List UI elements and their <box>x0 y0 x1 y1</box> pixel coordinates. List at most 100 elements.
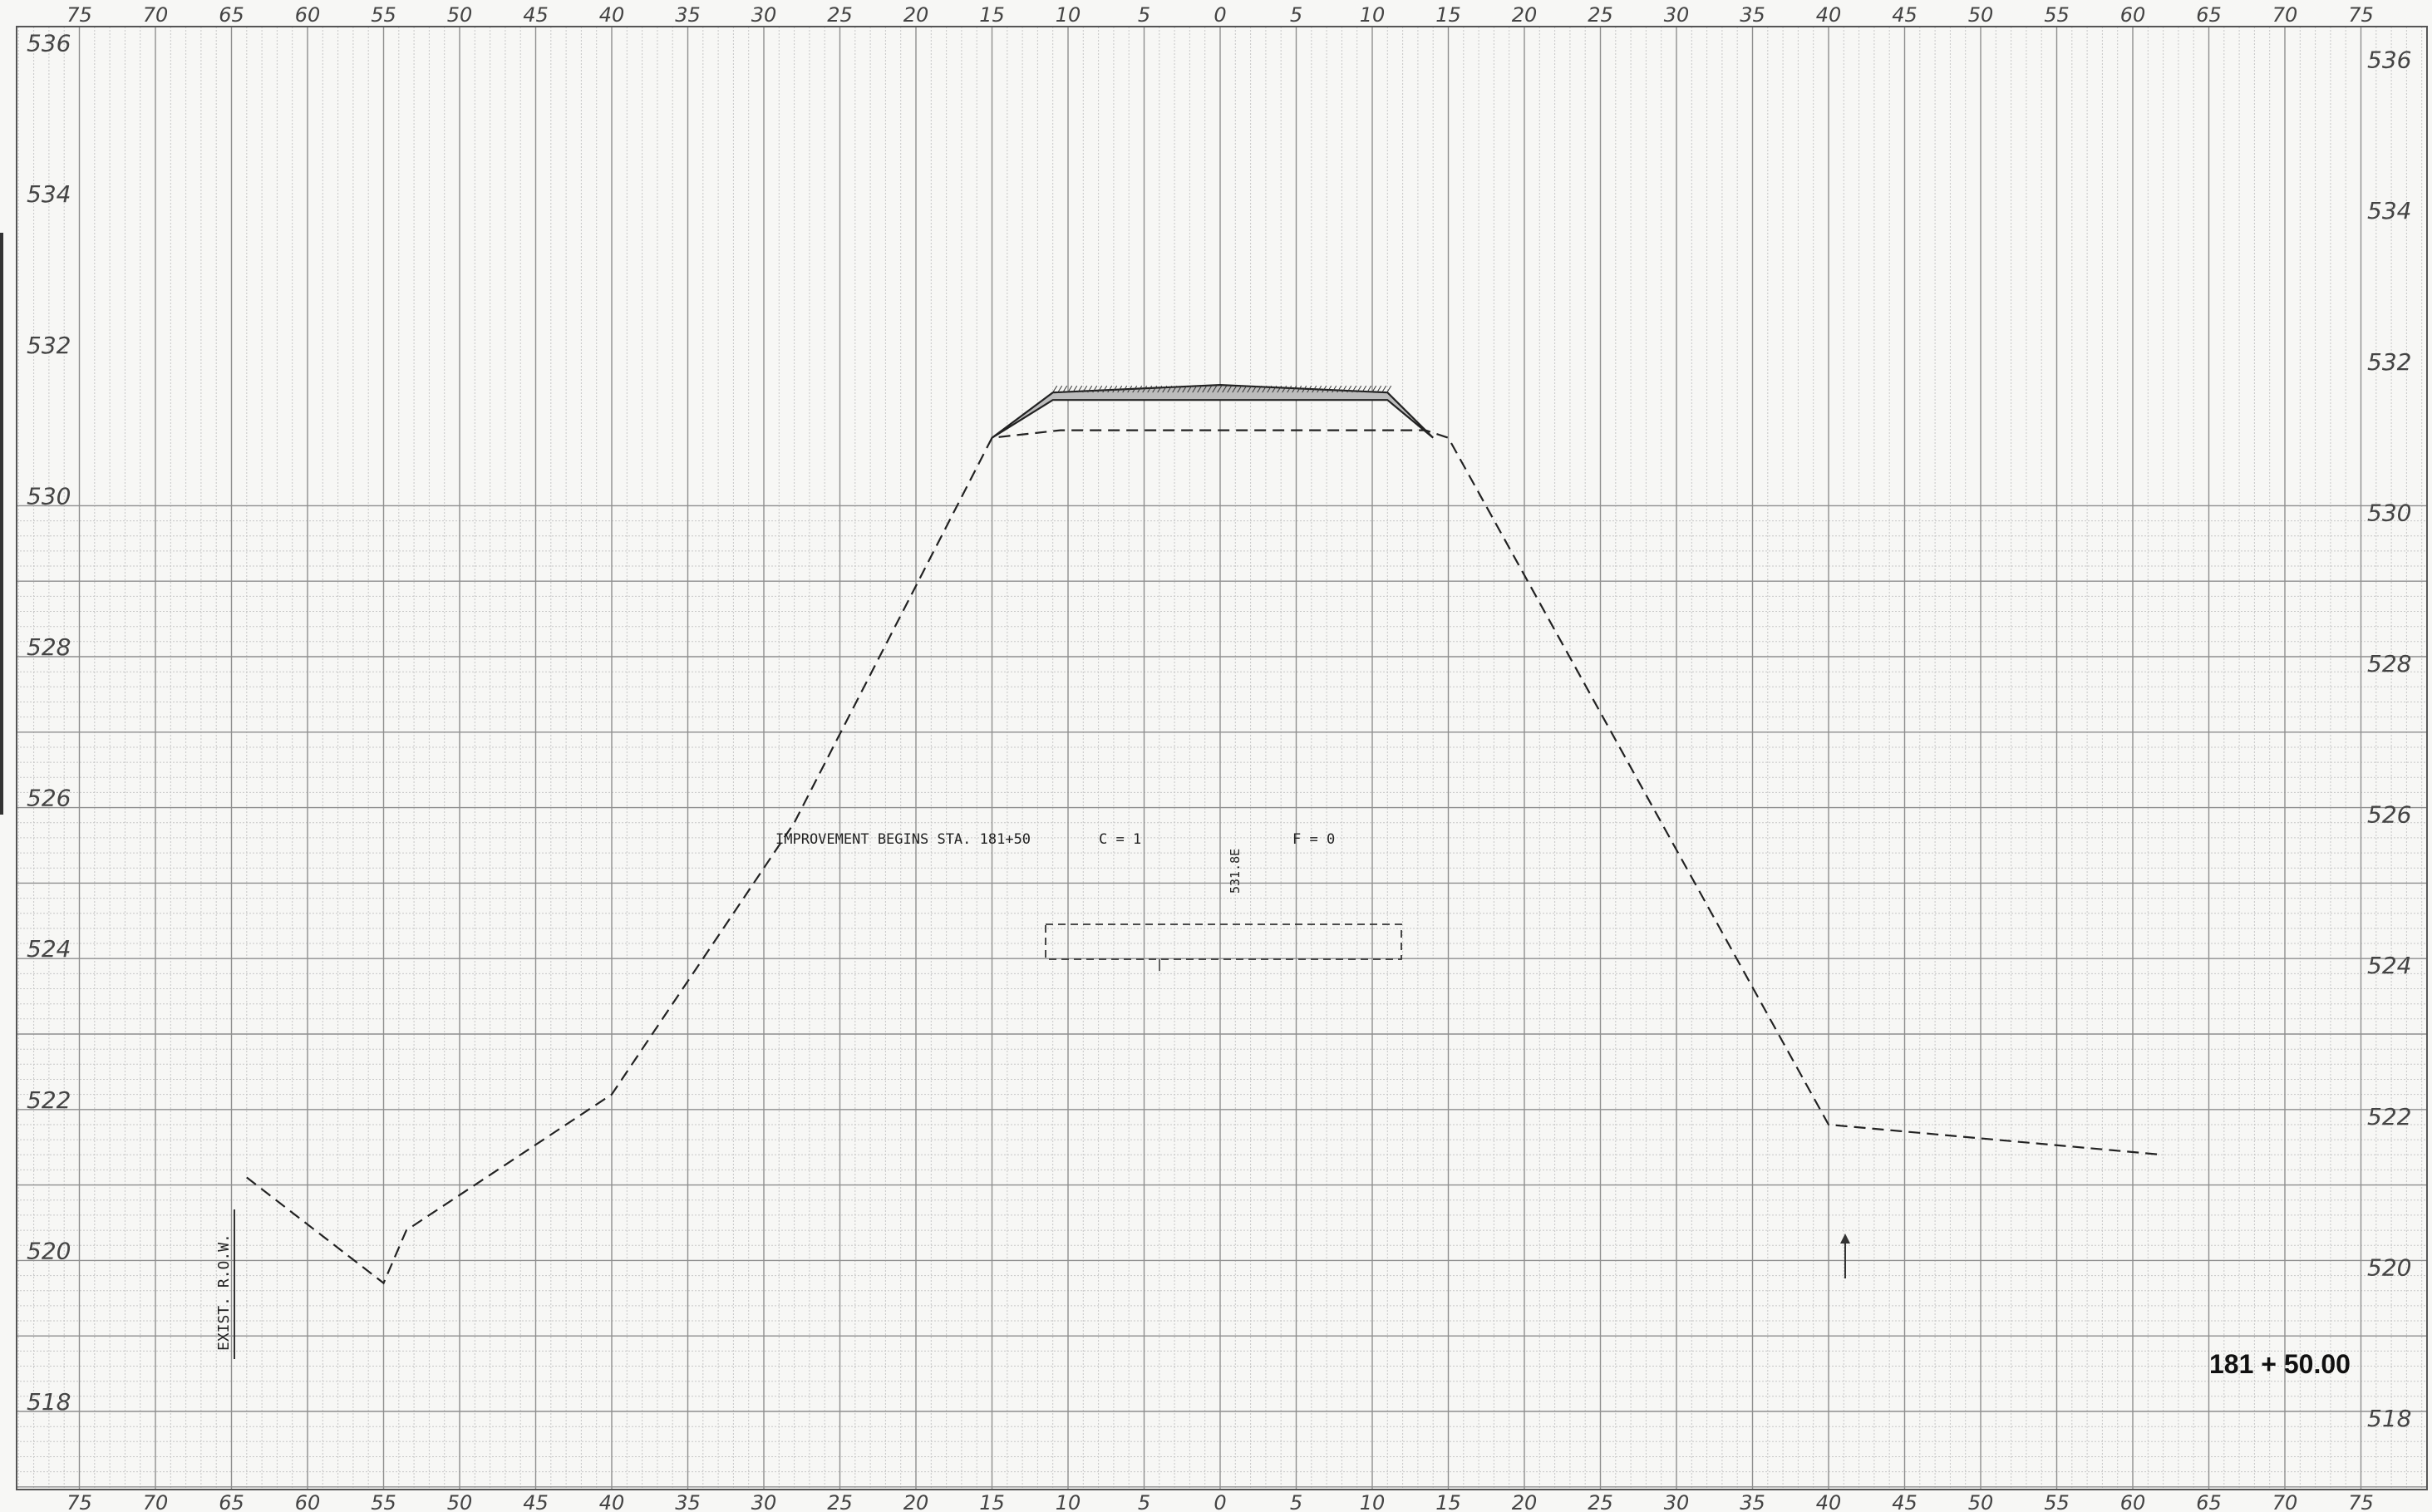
offset-label-top: 15 <box>979 3 1005 27</box>
elevation-label-left: 530 <box>27 482 71 510</box>
elevation-label-left: 536 <box>27 30 71 57</box>
elevation-label-left: 528 <box>27 633 71 661</box>
offset-label-bottom: 55 <box>371 1491 396 1512</box>
elevation-label-right: 528 <box>2367 650 2411 677</box>
grade-elevation-label: 531.8E <box>1228 849 1243 894</box>
offset-label-top: 75 <box>66 3 92 27</box>
offset-label-top: 60 <box>2120 3 2146 27</box>
elevation-labels-left: 536 534 532 530 528 526 524 522 520 518 <box>27 30 71 1416</box>
offset-label-bottom: 75 <box>2348 1491 2374 1512</box>
offset-label-top: 35 <box>1740 3 1765 27</box>
offset-label-bottom: 20 <box>1512 1491 1538 1512</box>
offset-label-bottom: 5 <box>1290 1491 1302 1512</box>
offset-label-top: 5 <box>1138 3 1150 27</box>
elevation-label-left: 522 <box>27 1086 71 1114</box>
station-title: 181 + 50.00 <box>2209 1349 2351 1379</box>
offset-label-top: 5 <box>1290 3 1302 27</box>
offset-label-bottom: 40 <box>1816 1491 1842 1512</box>
offset-labels-top: 75 70 65 60 55 50 45 40 35 30 25 20 15 10 5 0 5 10 15 20 25 3… <box>66 3 2374 27</box>
elevation-label-right: 518 <box>2367 1405 2411 1432</box>
offset-label-top: 30 <box>1664 3 1690 27</box>
elevation-label-left: 524 <box>27 935 71 963</box>
offset-labels-bottom: 75 70 65 60 55 50 45 40 35 30 25 20 15 10 5 0 5 10 15 20 25 3… <box>66 1491 2374 1512</box>
offset-label-bottom: 30 <box>1664 1491 1690 1512</box>
offset-label-bottom: 20 <box>903 1491 929 1512</box>
offset-label-bottom: 40 <box>599 1491 625 1512</box>
elevation-label-right: 536 <box>2367 47 2411 74</box>
offset-label-top: 35 <box>675 3 701 27</box>
offset-label-top: 50 <box>1968 3 1994 27</box>
offset-label-bottom: 70 <box>2272 1491 2298 1512</box>
offset-label-bottom: 30 <box>751 1491 777 1512</box>
elevation-label-right: 522 <box>2367 1103 2411 1130</box>
elevation-label-right: 520 <box>2367 1253 2411 1281</box>
offset-label-top: 55 <box>2044 3 2070 27</box>
subgrade-box <box>1045 923 1402 960</box>
pavement-hatch <box>1052 385 1392 393</box>
offset-label-bottom: 45 <box>1892 1491 1918 1512</box>
offset-label-top: 45 <box>1892 3 1918 27</box>
elevation-label-right: 534 <box>2367 197 2411 224</box>
elevation-label-left: 526 <box>27 785 71 812</box>
elevation-label-left: 532 <box>27 332 71 359</box>
fill-note: F = 0 <box>1292 831 1335 848</box>
offset-label-bottom: 25 <box>827 1491 853 1512</box>
offset-label-top: 65 <box>219 3 244 27</box>
offset-label-top: 20 <box>903 3 929 27</box>
offset-label-bottom: 50 <box>1968 1491 1994 1512</box>
elevation-label-right: 526 <box>2367 801 2411 829</box>
offset-label-bottom: 15 <box>1435 1491 1461 1512</box>
offset-label-top: 15 <box>1435 3 1461 27</box>
elevation-label-right: 530 <box>2367 499 2411 526</box>
improvement-note: IMPROVEMENT BEGINS STA. 181+50 <box>775 831 1031 848</box>
offset-label-top: 60 <box>295 3 321 27</box>
offset-label-top: 55 <box>371 3 396 27</box>
offset-label-bottom: 15 <box>979 1491 1005 1512</box>
grid-major <box>17 27 2427 1490</box>
elevation-labels-right: 536 534 532 530 528 526 524 522 520 518 <box>2367 47 2411 1432</box>
offset-label-bottom: 50 <box>447 1491 473 1512</box>
elevation-label-left: 534 <box>27 180 71 208</box>
offset-label-bottom: 60 <box>2120 1491 2146 1512</box>
offset-label-bottom: 10 <box>1360 1491 1386 1512</box>
offset-label-bottom: 45 <box>523 1491 549 1512</box>
offset-label-top: 20 <box>1512 3 1538 27</box>
offset-label-bottom: 10 <box>1056 1491 1081 1512</box>
offset-label-bottom: 0 <box>1214 1491 1226 1512</box>
offset-label-top: 50 <box>447 3 473 27</box>
elevation-label-left: 520 <box>27 1237 71 1264</box>
offset-label-top: 45 <box>523 3 549 27</box>
offset-label-top: 65 <box>2196 3 2222 27</box>
offset-label-top: 70 <box>2272 3 2298 27</box>
offset-label-top: 30 <box>751 3 777 27</box>
offset-label-top: 40 <box>1816 3 1842 27</box>
offset-label-bottom: 60 <box>295 1491 321 1512</box>
offset-label-bottom: 5 <box>1138 1491 1150 1512</box>
offset-label-top: 70 <box>143 3 169 27</box>
elevation-label-right: 532 <box>2367 348 2411 376</box>
offset-label-top: 75 <box>2348 3 2374 27</box>
offset-label-top: 10 <box>1360 3 1386 27</box>
offset-label-bottom: 35 <box>675 1491 701 1512</box>
grid-minor <box>17 27 2427 1490</box>
elevation-label-right: 524 <box>2367 952 2411 979</box>
proposed-pavement-section <box>991 383 1434 439</box>
elevation-label-left: 518 <box>27 1388 71 1416</box>
offset-label-bottom: 75 <box>66 1491 92 1512</box>
cut-note: C = 1 <box>1099 831 1141 848</box>
offset-label-top: 25 <box>1588 3 1613 27</box>
sheet-border <box>16 26 2428 1490</box>
row-label: EXIST. R.O.W. <box>215 1234 233 1351</box>
offset-label-top: 10 <box>1056 3 1081 27</box>
offset-label-bottom: 35 <box>1740 1491 1765 1512</box>
offset-label-top: 0 <box>1214 3 1226 27</box>
offset-label-bottom: 65 <box>219 1491 244 1512</box>
offset-label-bottom: 55 <box>2044 1491 2070 1512</box>
row-end-arrow <box>1840 1234 1850 1244</box>
offset-label-bottom: 65 <box>2196 1491 2222 1512</box>
offset-label-bottom: 25 <box>1588 1491 1613 1512</box>
offset-label-top: 40 <box>599 3 625 27</box>
offset-label-bottom: 70 <box>143 1491 169 1512</box>
offset-label-top: 25 <box>827 3 853 27</box>
